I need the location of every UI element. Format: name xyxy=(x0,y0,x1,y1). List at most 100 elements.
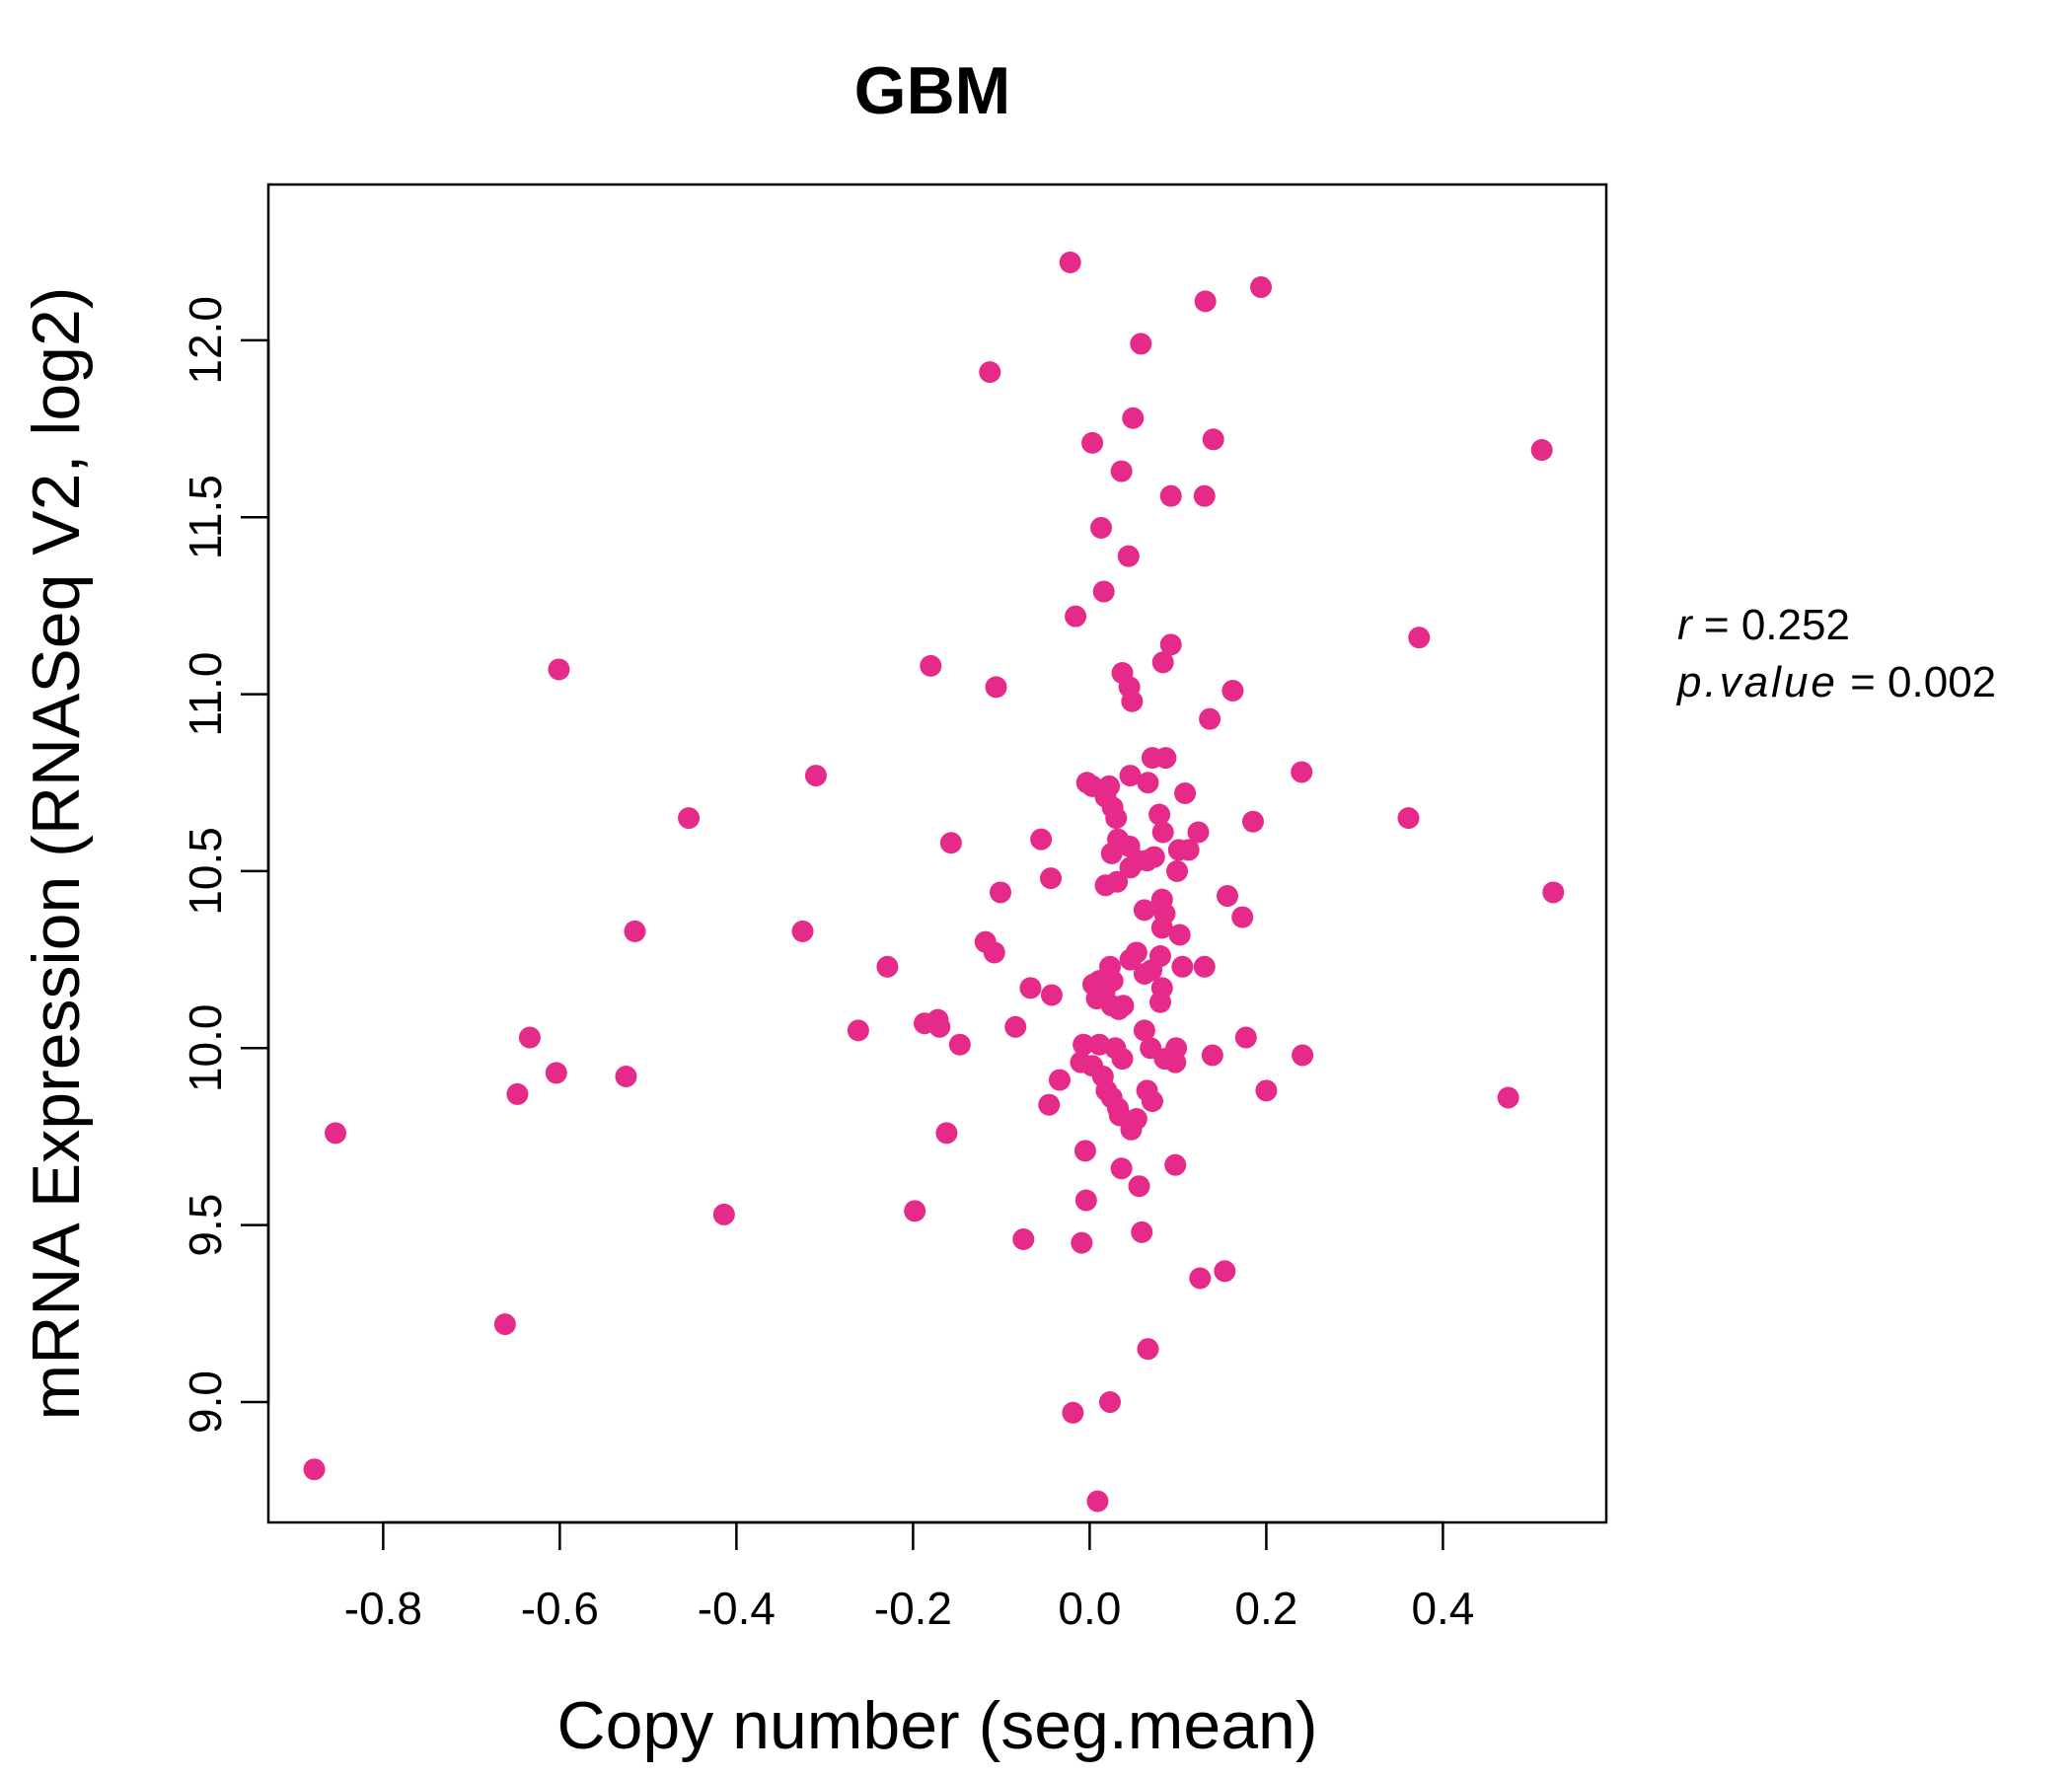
r-value: 0.252 xyxy=(1741,601,1850,649)
x-tick-label: 0.4 xyxy=(1411,1583,1474,1634)
data-point xyxy=(1151,651,1174,674)
x-tick-label: -0.6 xyxy=(521,1583,599,1634)
p-equals: = xyxy=(1838,658,1887,706)
data-point xyxy=(1199,707,1221,730)
data-point xyxy=(1133,1019,1155,1042)
data-point xyxy=(1136,850,1158,872)
data-point xyxy=(1166,859,1189,882)
data-point xyxy=(791,920,814,942)
data-point xyxy=(1159,633,1182,656)
data-point xyxy=(1250,276,1273,299)
data-point xyxy=(979,361,1001,384)
x-tick-label: -0.8 xyxy=(344,1583,422,1634)
chart-title: GBM xyxy=(854,53,1011,128)
data-point xyxy=(1137,1338,1159,1361)
data-point xyxy=(985,676,1007,699)
data-point xyxy=(1187,821,1210,844)
data-point xyxy=(1202,428,1224,451)
data-point xyxy=(506,1082,529,1105)
data-point xyxy=(1081,431,1104,454)
data-point xyxy=(1004,1015,1027,1038)
correlation-r: r = 0.252 xyxy=(1677,601,1850,649)
plot-frame xyxy=(266,183,1608,1524)
data-point xyxy=(1164,1051,1187,1073)
data-point xyxy=(1120,1118,1143,1141)
x-tick-label: 0.0 xyxy=(1058,1583,1121,1634)
data-point xyxy=(1065,605,1087,628)
data-point xyxy=(1150,917,1173,939)
data-point xyxy=(1154,747,1177,770)
data-point xyxy=(1141,1090,1163,1113)
correlation-p: p.value = 0.002 xyxy=(1675,658,1996,706)
data-point xyxy=(545,1062,567,1084)
data-point xyxy=(615,1066,637,1087)
data-point xyxy=(1038,1093,1061,1116)
x-axis-label: Copy number (seg.mean) xyxy=(556,1688,1317,1763)
y-tick-label: 9.0 xyxy=(180,1370,231,1434)
data-point xyxy=(1059,251,1081,273)
data-point xyxy=(1105,807,1128,830)
data-point xyxy=(1092,580,1115,603)
y-axis-label: mRNA Expression (RNASeq V2, log2) xyxy=(19,287,94,1421)
data-point xyxy=(493,1313,516,1336)
data-point xyxy=(325,1122,347,1145)
data-point xyxy=(935,1122,958,1145)
data-point xyxy=(303,1458,326,1481)
data-point xyxy=(1133,962,1155,985)
data-point xyxy=(1040,867,1063,890)
data-point xyxy=(1193,955,1216,978)
data-point xyxy=(1231,906,1254,928)
data-point xyxy=(1137,772,1159,794)
data-point xyxy=(1149,991,1171,1013)
data-point xyxy=(1177,839,1200,861)
data-point xyxy=(920,654,942,677)
data-point xyxy=(1110,460,1133,482)
x-tick-label: -0.4 xyxy=(698,1583,776,1634)
r-label: r xyxy=(1677,601,1694,649)
y-tick-label: 10.5 xyxy=(180,827,231,916)
data-point xyxy=(1090,516,1113,539)
data-point xyxy=(1214,1260,1236,1283)
data-point xyxy=(1100,843,1123,864)
data-point xyxy=(518,1026,541,1049)
p-label: p.value xyxy=(1675,658,1838,706)
data-point xyxy=(1194,290,1217,313)
data-point xyxy=(1292,1044,1314,1067)
data-point xyxy=(1193,484,1216,507)
data-point xyxy=(1119,948,1142,971)
data-point xyxy=(624,920,646,942)
data-point xyxy=(1048,1069,1071,1091)
data-point xyxy=(1168,924,1191,946)
y-tick-label: 12.0 xyxy=(180,296,231,385)
data-point xyxy=(939,832,962,854)
data-point xyxy=(1131,1221,1153,1243)
data-point xyxy=(1164,1153,1187,1176)
data-point xyxy=(678,807,701,830)
data-point xyxy=(1112,995,1135,1017)
data-point xyxy=(1071,1231,1093,1254)
data-point xyxy=(1408,627,1431,649)
x-tick-label: -0.2 xyxy=(874,1583,952,1634)
data-point xyxy=(904,1200,926,1222)
data-point xyxy=(928,1015,951,1038)
data-point xyxy=(1241,810,1264,833)
data-point xyxy=(1030,828,1053,851)
data-point xyxy=(1291,761,1313,783)
data-point xyxy=(1255,1079,1278,1102)
data-point xyxy=(1174,782,1197,805)
data-point xyxy=(712,1203,735,1225)
data-point xyxy=(548,658,570,681)
data-point xyxy=(1122,407,1145,429)
data-point xyxy=(1086,1490,1109,1513)
data-point xyxy=(1201,1044,1223,1067)
p-value: 0.002 xyxy=(1887,658,1996,706)
data-point xyxy=(1148,803,1171,826)
data-point xyxy=(1497,1086,1519,1109)
r-equals: = xyxy=(1692,601,1741,649)
data-point xyxy=(847,1019,869,1042)
data-point xyxy=(1530,439,1553,462)
data-point xyxy=(1019,977,1042,999)
data-point xyxy=(948,1033,971,1056)
data-point xyxy=(1094,874,1117,897)
